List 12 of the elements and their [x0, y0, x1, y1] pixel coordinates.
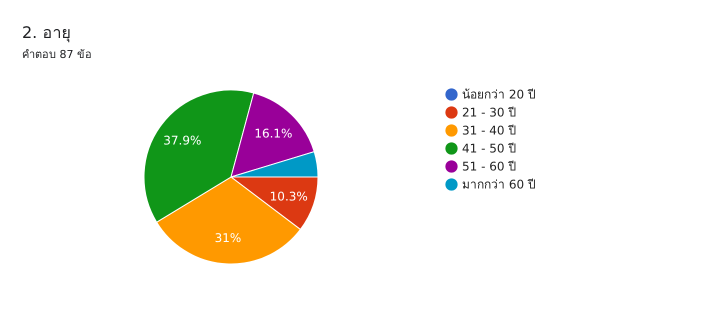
data-label: 31% [214, 230, 242, 245]
data-label: 37.9% [163, 133, 202, 148]
legend-label: 51 - 60 ปี [462, 160, 516, 174]
chart-title: 2. อายุ [22, 23, 70, 43]
data-label: 10.3% [270, 189, 308, 204]
chart-subtitle: คำตอบ 87 ข้อ [22, 48, 92, 61]
legend-label: มากกว่า 60 ปี [462, 178, 536, 192]
data-label: 16.1% [254, 126, 292, 140]
legend-label: น้อยกว่า 20 ปี [462, 88, 536, 102]
legend-label: 41 - 50 ปี [462, 142, 516, 156]
legend-label: 21 - 30 ปี [462, 106, 516, 120]
legend-label: 31 - 40 ปี [462, 124, 516, 138]
